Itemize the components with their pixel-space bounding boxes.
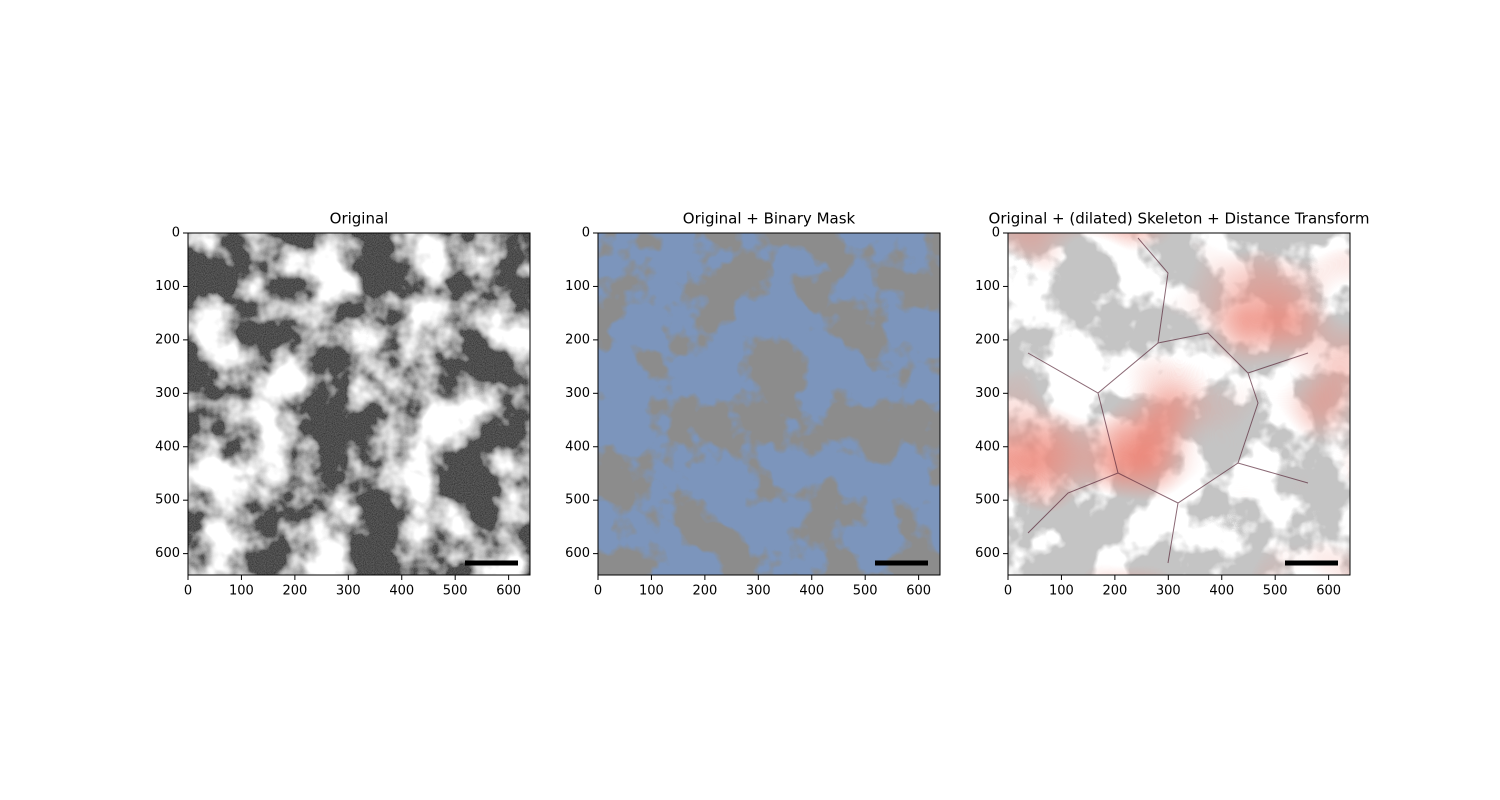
x-tick-label: 300	[746, 584, 771, 599]
x-tick-label: 0	[1004, 584, 1012, 599]
x-tick-label: 600	[496, 584, 521, 599]
x-tick-label: 100	[1049, 584, 1074, 599]
x-tick-label: 0	[594, 584, 602, 599]
image	[1008, 233, 1350, 575]
x-tick-label: 600	[906, 584, 931, 599]
y-tick-label: 400	[975, 439, 1000, 454]
y-tick-label: 100	[975, 279, 1000, 294]
axes-frame	[597, 232, 941, 576]
x-tick-label: 100	[639, 584, 664, 599]
y-tick-label: 300	[155, 386, 180, 401]
x-tick-label: 400	[799, 584, 824, 599]
y-tick-label: 200	[155, 332, 180, 347]
x-tick-label: 100	[229, 584, 254, 599]
image-layer	[1008, 233, 1350, 575]
y-tick-label: 300	[975, 386, 1000, 401]
x-tick-label: 300	[1156, 584, 1181, 599]
y-tick-label: 200	[565, 332, 590, 347]
axes-title: Original + Binary Mask	[683, 210, 856, 228]
y-tick-label: 200	[975, 332, 1000, 347]
x-tick-label: 300	[336, 584, 361, 599]
x-tick-label: 400	[389, 584, 414, 599]
x-tick-label: 500	[1263, 584, 1288, 599]
y-tick-label: 300	[565, 386, 590, 401]
axes-frame	[187, 232, 531, 576]
image-layer	[188, 233, 530, 575]
x-tick-label: 200	[692, 584, 717, 599]
y-tick-label: 400	[565, 439, 590, 454]
y-tick-label: 500	[565, 493, 590, 508]
axes-frame	[1007, 232, 1351, 576]
y-tick-label: 100	[565, 279, 590, 294]
y-tick-label: 600	[155, 546, 180, 561]
x-tick-label: 500	[443, 584, 468, 599]
y-tick-label: 600	[975, 546, 1000, 561]
x-tick-label: 400	[1209, 584, 1234, 599]
y-tick-label: 500	[975, 493, 1000, 508]
axes-title: Original + (dilated) Skeleton + Distance…	[989, 210, 1370, 228]
y-tick-label: 100	[155, 279, 180, 294]
x-tick-label: 500	[853, 584, 878, 599]
y-tick-label: 0	[992, 226, 1000, 241]
y-tick-label: 400	[155, 439, 180, 454]
image-layer	[598, 233, 940, 575]
x-tick-label: 200	[282, 584, 307, 599]
x-tick-label: 600	[1316, 584, 1341, 599]
image	[188, 233, 530, 575]
skeleton	[1027, 237, 1309, 564]
image	[598, 233, 940, 575]
y-tick-label: 0	[172, 226, 180, 241]
x-tick-label: 200	[1102, 584, 1127, 599]
axes-title: Original	[330, 210, 389, 228]
y-tick-label: 500	[155, 493, 180, 508]
y-tick-label: 600	[565, 546, 590, 561]
x-tick-label: 0	[184, 584, 192, 599]
y-tick-label: 0	[582, 226, 590, 241]
